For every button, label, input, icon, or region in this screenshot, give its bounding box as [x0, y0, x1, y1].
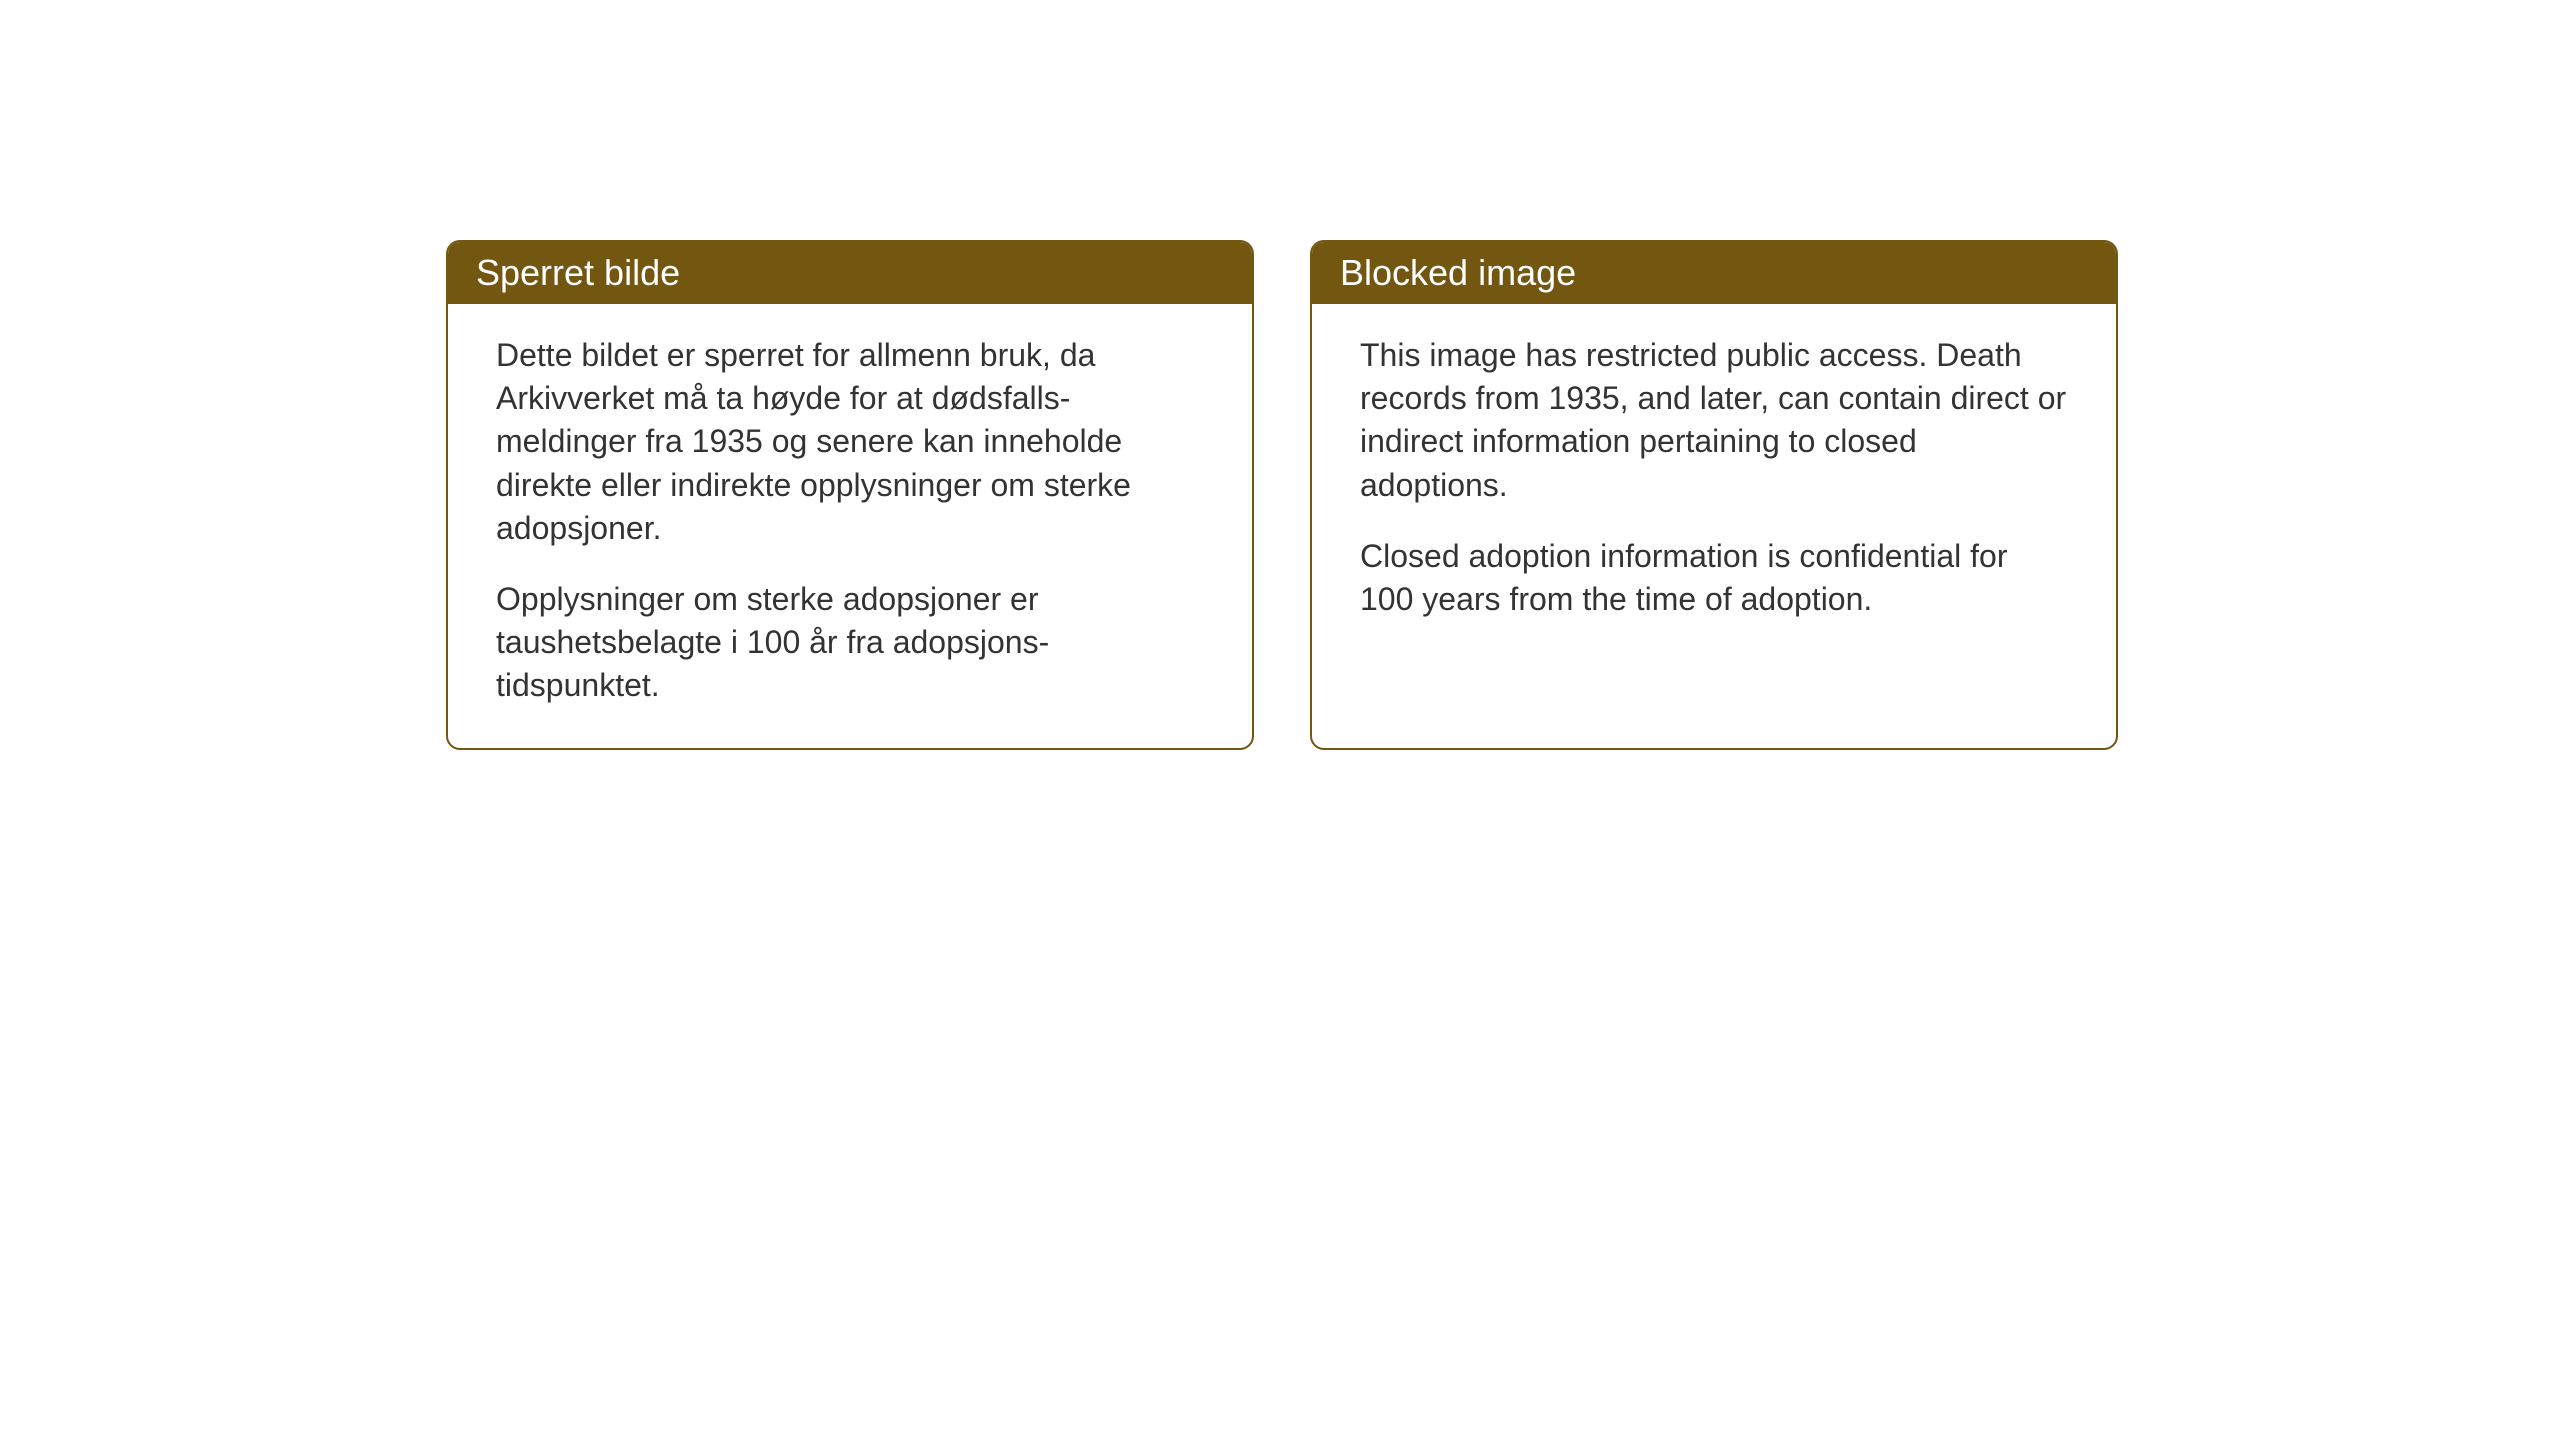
notice-paragraph: Opplysninger om sterke adopsjoner er tau… — [496, 578, 1204, 708]
notice-container: Sperret bilde Dette bildet er sperret fo… — [446, 240, 2118, 750]
notice-header-english: Blocked image — [1312, 242, 2116, 304]
notice-title: Blocked image — [1340, 252, 1576, 293]
notice-header-norwegian: Sperret bilde — [448, 242, 1252, 304]
notice-box-norwegian: Sperret bilde Dette bildet er sperret fo… — [446, 240, 1254, 750]
notice-body-norwegian: Dette bildet er sperret for allmenn bruk… — [448, 304, 1252, 748]
notice-title: Sperret bilde — [476, 252, 680, 293]
notice-body-english: This image has restricted public access.… — [1312, 304, 2116, 661]
notice-paragraph: Closed adoption information is confident… — [1360, 535, 2068, 621]
notice-box-english: Blocked image This image has restricted … — [1310, 240, 2118, 750]
notice-paragraph: This image has restricted public access.… — [1360, 334, 2068, 507]
notice-paragraph: Dette bildet er sperret for allmenn bruk… — [496, 334, 1204, 550]
